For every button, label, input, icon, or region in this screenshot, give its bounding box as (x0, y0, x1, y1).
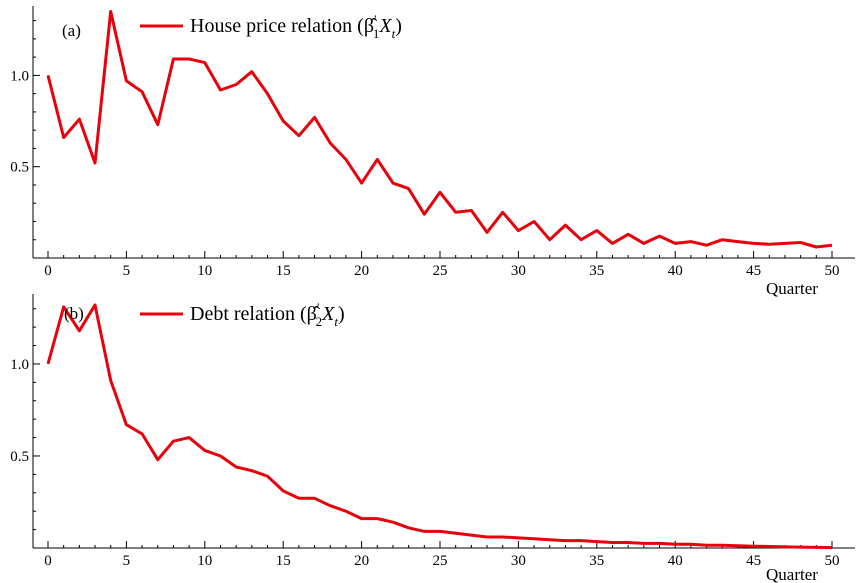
x-tick-label: 40 (668, 553, 683, 569)
x-tick-label: 40 (668, 263, 683, 279)
chart-panel-a: 0 5 10 15 20 25 30 35 40 45 50 0.5 1.0 Quarter (a) Hous… (10, 6, 855, 298)
x-tick-label: 15 (276, 553, 291, 569)
x-tick-label: 25 (433, 263, 448, 279)
series-line (46, 10, 833, 249)
chart-panel-b: 0 5 10 15 20 25 30 35 40 45 50 0.5 1.0 Quarter (b) Debt… (10, 294, 855, 583)
x-tick-label: 15 (276, 263, 291, 279)
series-line (46, 303, 833, 550)
x-tick-label: 5 (123, 263, 131, 279)
x-tick-label: 0 (44, 263, 52, 279)
legend-label: House price relation (β̂′ 1Xt) (190, 12, 402, 41)
y-tick-label: 1.0 (10, 68, 29, 84)
x-tick-label: 35 (589, 553, 604, 569)
x-tick-label: 30 (511, 553, 526, 569)
x-tick-label: 50 (825, 263, 840, 279)
y-tick-label: 0.5 (10, 449, 29, 465)
x-tick-label: 30 (511, 263, 526, 279)
legend: House price relation (β̂′ 1Xt) (140, 12, 402, 41)
y-tick-label: 0.5 (10, 160, 29, 176)
x-tick-label: 10 (197, 263, 212, 279)
x-axis-label: Quarter (766, 279, 818, 298)
x-tick-label: 50 (825, 553, 840, 569)
x-tick-label: 10 (197, 553, 212, 569)
y-tick-label: 1.0 (10, 357, 29, 373)
panel-label: (b) (64, 304, 84, 323)
x-tick-label: 5 (123, 553, 131, 569)
legend: Debt relation (β̂′ 2Xt) (140, 300, 345, 329)
x-tick-label: 20 (354, 553, 369, 569)
x-tick-label: 0 (44, 553, 52, 569)
x-tick-label: 20 (354, 263, 369, 279)
x-tick-label: 25 (433, 553, 448, 569)
x-tick-label: 45 (746, 553, 761, 569)
x-axis-label: Quarter (766, 565, 818, 583)
panel-label: (a) (62, 21, 81, 40)
legend-label: Debt relation (β̂′ 2Xt) (190, 300, 345, 329)
x-tick-label: 35 (589, 263, 604, 279)
x-tick-label: 45 (746, 263, 761, 279)
